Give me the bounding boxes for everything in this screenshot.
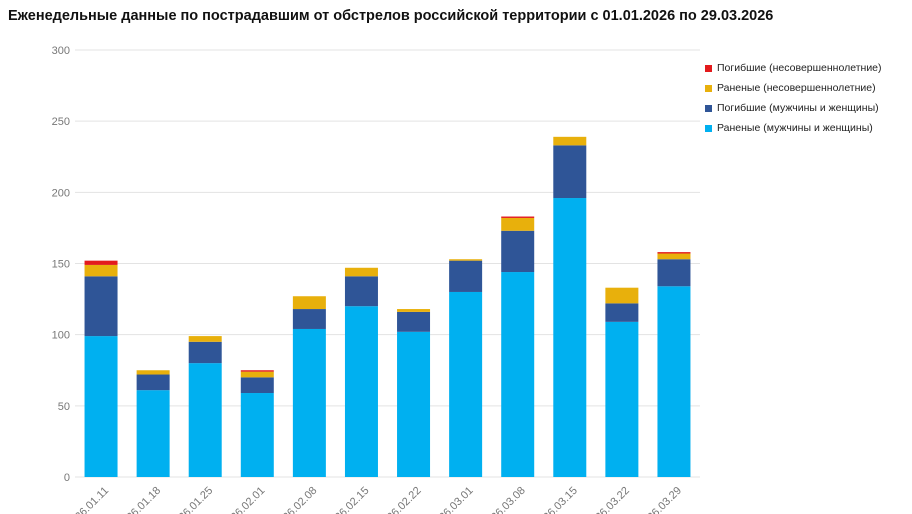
bar-segment	[501, 230, 535, 273]
legend-item: Погибшие (мужчины и женщины)	[705, 98, 882, 118]
bar-segment	[657, 259, 691, 287]
bar-segment	[188, 363, 222, 477]
bar-segment	[657, 286, 691, 477]
bar-segment	[188, 341, 222, 364]
bar-segment	[292, 296, 326, 310]
x-tick-label: 2026.01.25	[168, 485, 215, 514]
y-tick-label: 300	[52, 45, 70, 57]
bar-segment	[553, 136, 587, 146]
bar-segment	[605, 303, 639, 322]
y-tick-label: 150	[52, 259, 70, 271]
y-tick-label: 200	[52, 187, 70, 199]
legend-label: Погибшие (несовершеннолетние)	[717, 62, 882, 74]
bar-segment	[188, 336, 222, 342]
bar-segment	[84, 260, 118, 265]
bar-segment	[240, 377, 274, 394]
bar-segment	[136, 390, 170, 477]
y-tick-label: 50	[58, 401, 70, 413]
x-tick-label: 2026.01.18	[116, 485, 163, 514]
legend-label: Погибшие (мужчины и женщины)	[717, 102, 879, 114]
bar-segment	[501, 272, 535, 477]
bar-segment	[240, 370, 274, 372]
bar-segment	[240, 371, 274, 378]
legend: Погибшие (несовершеннолетние) Раненые (не…	[705, 58, 882, 138]
x-tick-label: 2026.02.15	[324, 485, 371, 514]
x-tick-label: 2026.03.08	[480, 485, 527, 514]
bar-segment	[344, 306, 378, 477]
legend-item: Погибшие (несовершеннолетние)	[705, 58, 882, 78]
bar-segment	[397, 309, 431, 312]
legend-swatch	[705, 64, 712, 72]
bar-segment	[397, 311, 431, 332]
legend-item: Раненые (несовершеннолетние)	[705, 78, 882, 98]
bar-segment	[449, 291, 483, 477]
x-tick-label: 2026.02.22	[376, 485, 423, 514]
y-tick-label: 0	[64, 472, 70, 484]
y-tick-label: 100	[52, 330, 70, 342]
bar-segment	[84, 336, 118, 477]
bar-segment	[344, 267, 378, 277]
bar-segment	[605, 321, 639, 477]
bar-segment	[501, 217, 535, 231]
bar-segment	[292, 309, 326, 329]
legend-swatch	[705, 84, 712, 92]
bar-segment	[657, 252, 691, 254]
legend-swatch	[705, 104, 712, 112]
bar-segment	[84, 276, 118, 337]
x-tick-label: 2026.03.01	[428, 485, 475, 514]
y-tick-label: 250	[52, 116, 70, 128]
bar-segment	[501, 216, 535, 218]
x-tick-label: 2026.03.29	[637, 485, 684, 514]
bar-segment	[240, 393, 274, 477]
x-tick-label: 2026.03.15	[532, 485, 579, 514]
bar-segment	[605, 287, 639, 304]
bar-segment	[344, 276, 378, 307]
bar-segment	[553, 198, 587, 477]
legend-swatch	[705, 124, 712, 132]
bar-segment	[84, 264, 118, 277]
chart-title: Еженедельные данные по пострадавшим от о…	[8, 8, 774, 24]
bar-segment	[553, 145, 587, 199]
bar-segment	[657, 253, 691, 260]
x-tick-label: 2026.02.01	[220, 485, 267, 514]
bar-segment	[136, 370, 170, 375]
bar-segment	[397, 331, 431, 477]
bar-segment	[136, 374, 170, 391]
legend-label: Раненые (мужчины и женщины)	[717, 122, 873, 134]
x-tick-label: 2026.02.08	[272, 485, 319, 514]
x-tick-label: 2026.03.22	[585, 485, 632, 514]
bar-segment	[449, 259, 483, 261]
legend-label: Раненые (несовершеннолетние)	[717, 82, 876, 94]
x-tick-label: 2026.01.11	[64, 485, 111, 514]
legend-item: Раненые (мужчины и женщины)	[705, 118, 882, 138]
bar-segment	[449, 260, 483, 292]
bar-segment	[292, 328, 326, 477]
